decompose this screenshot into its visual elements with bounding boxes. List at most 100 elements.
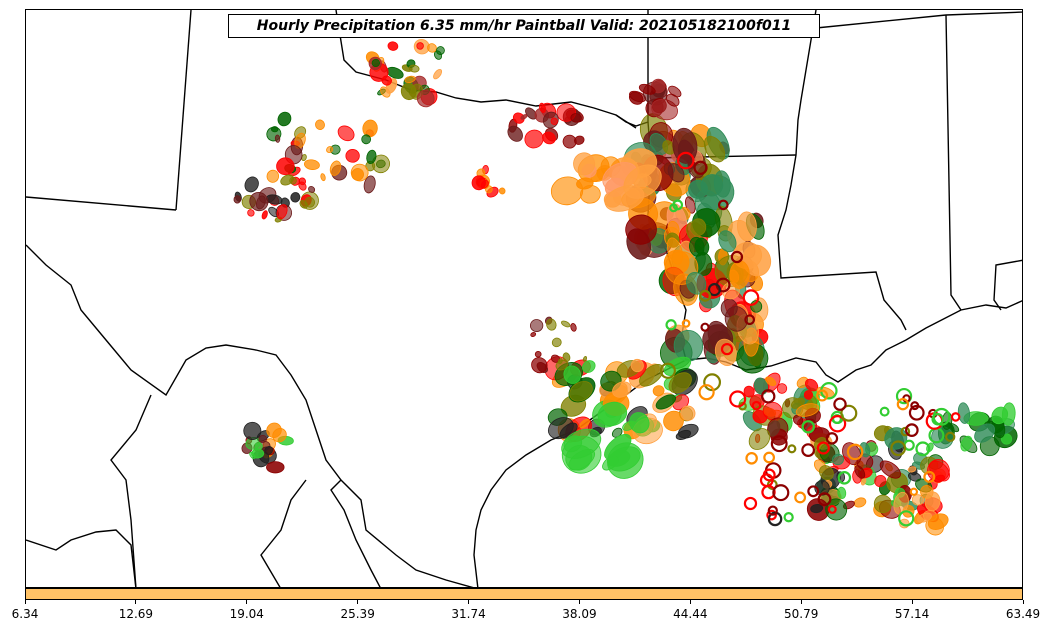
precip-blob [625, 214, 657, 245]
colorbar-tick-mark [468, 600, 470, 604]
colorbar-tick-label: 57.14 [894, 607, 930, 621]
precip-blob [471, 175, 486, 191]
colorbar-tick-mark [357, 600, 359, 604]
precip-ring [825, 432, 839, 445]
precip-ring [751, 400, 762, 411]
precip-blob [579, 418, 590, 429]
precip-blob [874, 474, 887, 488]
mexico-line-4 [330, 479, 381, 587]
precip-blob [320, 173, 326, 182]
precip-blob [792, 414, 804, 426]
precip-blob [570, 113, 582, 123]
precip-blob [602, 455, 619, 471]
precip-blob [911, 494, 924, 506]
precip-ring [896, 398, 910, 411]
precip-ring [807, 485, 820, 498]
precip-blob [243, 421, 262, 440]
precip-ring [898, 510, 915, 527]
precip-blob [573, 152, 596, 176]
precip-blob [638, 83, 656, 95]
precip-blob [960, 435, 973, 452]
colorbar-tick-label: 31.74 [451, 607, 486, 621]
precip-blob [276, 204, 288, 220]
precip-blob [762, 401, 783, 421]
map-panel [25, 9, 1023, 588]
precip-blob [408, 64, 420, 73]
precip-blob [366, 149, 377, 165]
precip-blob [326, 146, 334, 154]
precip-ring [743, 496, 758, 511]
precip-blob [542, 131, 556, 145]
precip-blob [853, 497, 867, 508]
precip-blob [404, 75, 416, 84]
oklahoma-panhandle [335, 10, 637, 129]
rio-grande [26, 244, 474, 587]
precip-blob [361, 134, 372, 145]
colorbar-tick-label: 38.09 [562, 607, 597, 621]
precip-blob [713, 170, 731, 198]
precip-blob [873, 494, 892, 514]
precip-blob [274, 134, 281, 143]
colorbar-tick-mark [689, 600, 691, 604]
precip-ring [837, 471, 852, 485]
precip-ring [681, 319, 691, 328]
precip-blob [381, 75, 392, 86]
precip-ring [767, 505, 778, 516]
precip-blob [680, 405, 696, 421]
precip-blob [530, 332, 537, 337]
precip-blob [743, 385, 755, 398]
precip-blob [630, 358, 644, 373]
precip-blob [879, 460, 901, 479]
precip-ring [828, 415, 847, 433]
precip-ring [742, 289, 760, 306]
precip-blob [416, 89, 435, 108]
precip-ring [693, 160, 708, 175]
colorbar-tick-label: 44.44 [673, 607, 708, 621]
precip-ring [816, 441, 830, 455]
precip-blob [233, 195, 242, 204]
precip-blob [563, 365, 582, 384]
precip-blob [485, 185, 493, 194]
precip-ring [772, 484, 790, 502]
precip-blob [561, 320, 571, 328]
precip-ring [759, 473, 774, 488]
precip-blob [718, 230, 737, 253]
precip-ring [827, 504, 837, 514]
precip-blob [539, 102, 546, 114]
precip-ring [879, 406, 890, 417]
state-boundaries [26, 10, 1022, 587]
precip-blob [436, 46, 445, 55]
precip-blob [597, 401, 628, 427]
precip-blob [570, 323, 577, 332]
precip-blob [534, 351, 542, 358]
precip-blob [917, 512, 932, 523]
precip-ring [890, 440, 907, 457]
precip-blob [531, 357, 548, 374]
precip-blob [315, 119, 325, 131]
precip-blob [765, 376, 777, 387]
precip-blob [957, 402, 971, 424]
nm-boundary-line [175, 10, 192, 211]
precip-blob [337, 125, 355, 142]
precip-ring [766, 509, 777, 521]
precip-ring [846, 443, 864, 461]
precip-ring [707, 283, 722, 297]
precip-ring [945, 431, 956, 443]
precip-ring [770, 435, 788, 453]
precip-blob [689, 236, 705, 257]
precip-blob [249, 451, 256, 460]
colorbar-tick-mark [1022, 600, 1024, 604]
mexico-line-2 [110, 394, 152, 587]
precip-ring [908, 404, 925, 421]
precip-blob [703, 135, 726, 163]
precip-ring [895, 387, 913, 405]
precip-blob [737, 211, 757, 242]
colorbar-tick-label: 50.79 [784, 607, 819, 621]
precip-ring [833, 397, 847, 411]
precip-blob [562, 134, 577, 149]
precip-ring [730, 250, 744, 264]
precip-ring [915, 441, 931, 457]
precip-blob [277, 111, 292, 127]
mexico-line-1 [26, 529, 137, 587]
precip-blob [387, 41, 399, 51]
